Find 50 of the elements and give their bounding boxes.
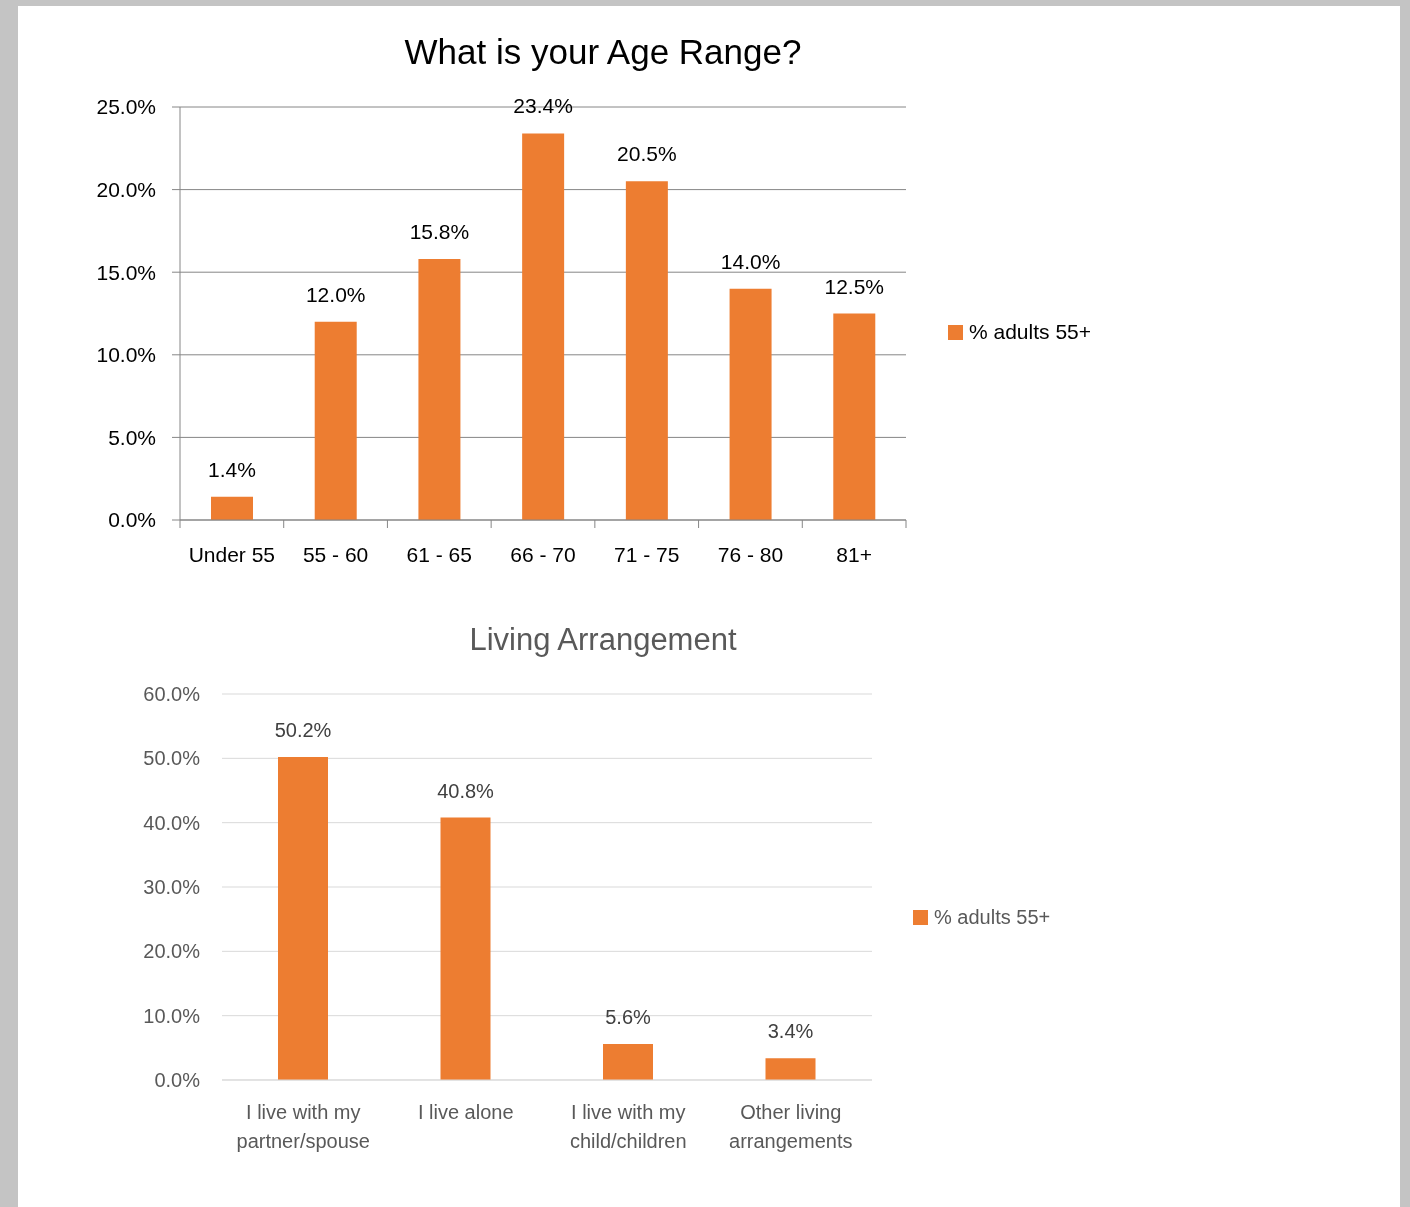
y-tick-label: 30.0% (143, 876, 201, 899)
data-label: 3.4% (767, 1020, 814, 1043)
y-tick-label: 60.0% (143, 683, 201, 706)
data-label: 23.4% (513, 94, 573, 118)
data-label: 1.4% (208, 457, 256, 481)
bar (765, 1058, 816, 1080)
y-tick-label: 10.0% (143, 1004, 201, 1027)
data-label: 5.6% (605, 1005, 652, 1028)
bar (418, 258, 461, 520)
y-tick-label: 40.0% (143, 811, 201, 834)
data-label: 40.8% (437, 779, 495, 802)
y-tick-label: 20.0% (96, 178, 156, 202)
bar (278, 757, 328, 1080)
y-tick-label: 15.0% (96, 260, 156, 284)
y-tick-label: 20.0% (143, 940, 201, 963)
data-label: 12.0% (305, 282, 366, 306)
x-tick-label: Under 55 (188, 543, 276, 566)
x-tick-label: Other living arrangements (729, 1101, 853, 1152)
x-tick-label: 66 - 70 (510, 543, 576, 566)
bar (211, 496, 253, 520)
x-tick-label: I live alone (417, 1101, 514, 1123)
x-tick-label: 61 - 65 (406, 543, 472, 566)
data-label: 50.2% (274, 719, 332, 742)
chart-title: What is your Age Range? (403, 32, 803, 72)
data-label: 20.5% (617, 142, 677, 166)
y-tick-label: 0.0% (108, 508, 156, 532)
data-label: 12.5% (824, 274, 885, 298)
bar (625, 181, 668, 520)
y-tick-label: 0.0% (154, 1069, 201, 1092)
x-tick-label: I live with my child/children (569, 1101, 687, 1152)
y-tick-label: 25.0% (96, 95, 156, 119)
x-tick-label: 55 - 60 (302, 543, 369, 566)
bar (603, 1043, 653, 1080)
x-tick-label: 76 - 80 (717, 543, 784, 566)
bar (314, 321, 357, 520)
x-tick-label: 71 - 75 (614, 543, 680, 566)
data-label: 15.8% (409, 219, 470, 243)
bar (729, 288, 772, 520)
legend-label: % adults 55+ (969, 320, 1092, 344)
chart-title: Living Arrangement (468, 622, 738, 658)
bar (440, 817, 491, 1080)
legend-label: % adults 55+ (934, 906, 1051, 929)
bar (522, 133, 565, 520)
x-tick-label: 81+ (836, 543, 872, 566)
y-tick-label: 50.0% (143, 747, 201, 770)
y-tick-label: 5.0% (108, 425, 156, 449)
bar (833, 313, 876, 520)
data-label: 14.0% (720, 249, 781, 273)
y-tick-label: 10.0% (96, 343, 156, 367)
x-tick-label: I live with my partner/spouse (236, 1101, 370, 1152)
